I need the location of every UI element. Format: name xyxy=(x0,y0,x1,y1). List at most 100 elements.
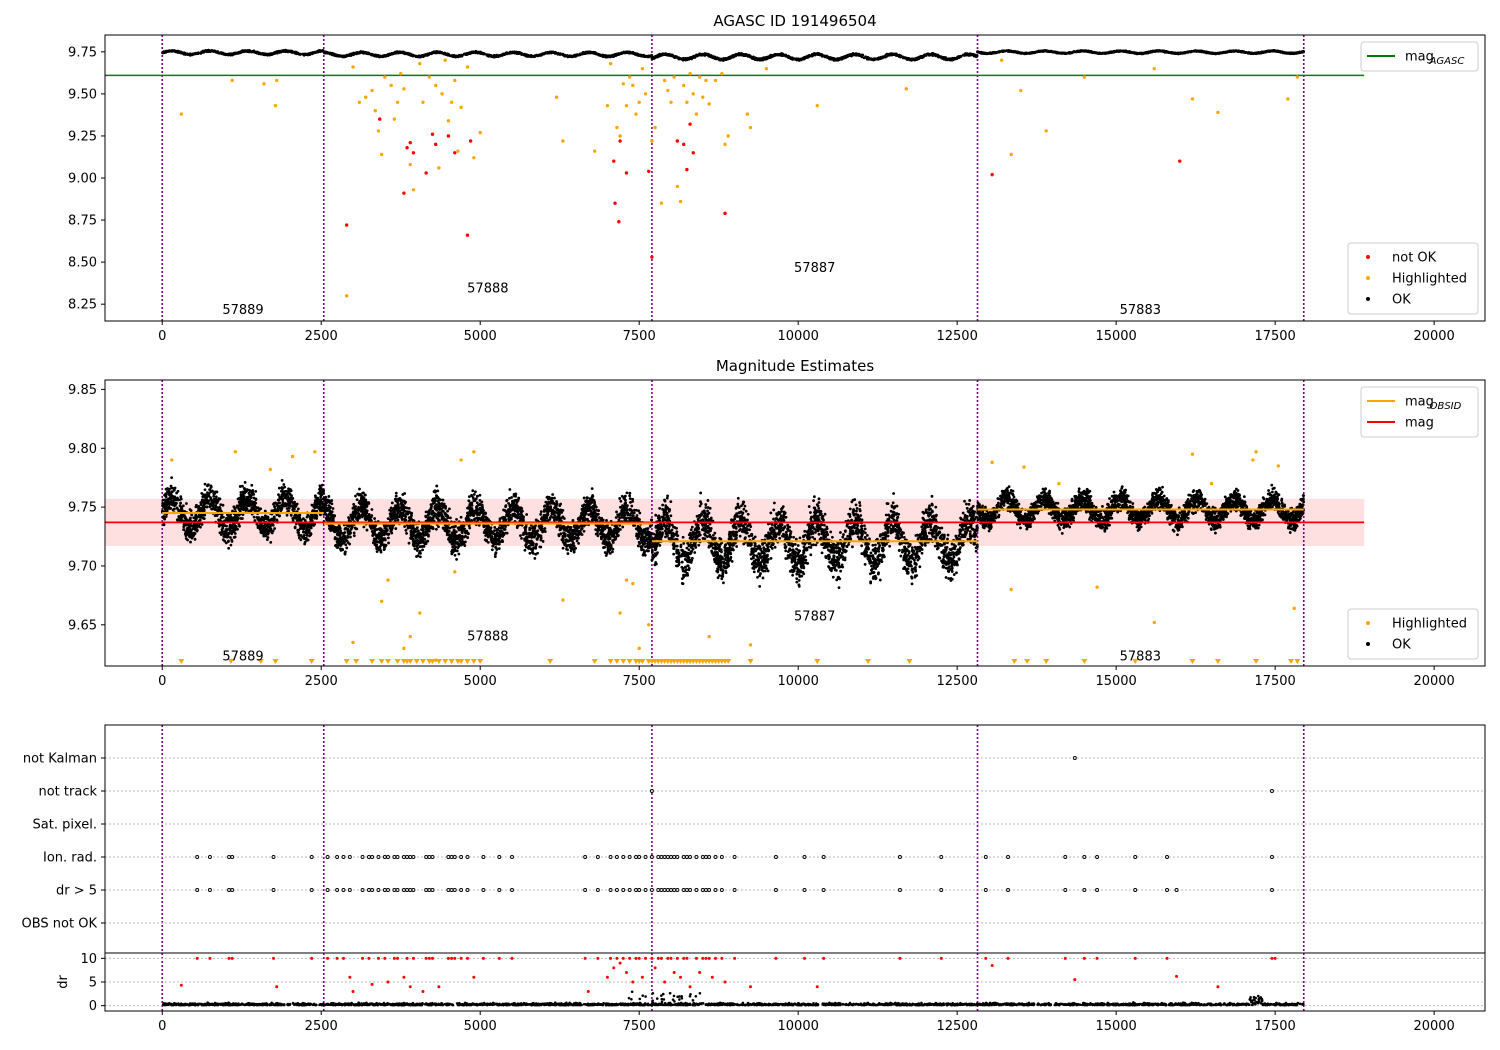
ok-point xyxy=(622,50,626,54)
ok-point xyxy=(296,528,300,532)
ok-point xyxy=(395,51,399,55)
data-point xyxy=(659,201,664,205)
ok-point xyxy=(1003,49,1007,53)
data-point xyxy=(764,66,769,71)
ok-point xyxy=(1183,51,1187,54)
data-point xyxy=(688,122,692,126)
data-point xyxy=(815,103,819,108)
ok-point xyxy=(628,50,632,54)
data-point xyxy=(691,92,695,96)
ok-point xyxy=(1045,49,1049,53)
ok-point xyxy=(206,49,209,53)
data-point xyxy=(1178,159,1182,163)
ok-point xyxy=(1016,51,1020,54)
ok-point xyxy=(286,49,290,53)
ok-point xyxy=(949,57,953,61)
ok-point xyxy=(1103,51,1107,55)
ok-point xyxy=(211,507,215,511)
ok-point xyxy=(601,54,605,57)
ok-point xyxy=(420,54,424,57)
ok-point xyxy=(264,514,267,518)
ok-point xyxy=(175,518,179,522)
agasc-panel: AGASC ID 191496504 578895788857887578830… xyxy=(68,12,1486,344)
ok-point xyxy=(580,52,584,56)
data-point xyxy=(720,71,724,76)
ok-point xyxy=(277,486,281,490)
ok-point xyxy=(184,53,188,56)
ok-point xyxy=(1190,49,1194,53)
ok-point xyxy=(179,501,182,505)
ok-point xyxy=(243,480,247,484)
ok-point xyxy=(774,53,778,56)
legend-swatch-dot xyxy=(1366,255,1370,259)
ok-point xyxy=(951,57,955,61)
data-point xyxy=(605,103,610,108)
ok-point xyxy=(982,52,986,55)
ok-point xyxy=(1035,50,1039,54)
not-ok-points xyxy=(344,117,1182,259)
ok-point xyxy=(217,497,221,500)
ok-point xyxy=(1030,51,1034,55)
ok-point xyxy=(222,535,226,538)
ok-point xyxy=(200,51,204,54)
ok-point xyxy=(1269,49,1272,53)
ok-point xyxy=(517,50,521,54)
ok-point xyxy=(729,55,733,59)
ok-point xyxy=(1142,51,1146,55)
ok-point xyxy=(251,49,255,53)
data-point xyxy=(262,82,266,86)
data-point xyxy=(726,134,730,138)
data-point xyxy=(424,171,428,175)
ok-point xyxy=(686,57,690,61)
ok-point xyxy=(227,532,231,535)
data-point xyxy=(990,172,994,177)
ok-point xyxy=(273,50,277,54)
ok-point xyxy=(553,51,556,54)
magnitude-estimates-panel: Magnitude Estimates 57889578885788757883… xyxy=(68,357,1486,689)
data-point xyxy=(624,171,629,175)
ok-point xyxy=(739,52,743,56)
ok-point xyxy=(713,55,717,59)
data-point xyxy=(662,78,667,83)
data-point xyxy=(392,117,397,121)
ok-point xyxy=(816,52,820,56)
ok-point xyxy=(306,538,310,542)
ok-point xyxy=(361,51,365,55)
ok-point xyxy=(802,57,806,60)
ok-point xyxy=(259,52,262,56)
data-point xyxy=(631,83,635,88)
data-point xyxy=(999,58,1004,62)
data-point xyxy=(402,87,406,91)
ok-point xyxy=(243,49,247,52)
data-point xyxy=(1286,97,1290,101)
ok-point xyxy=(978,51,982,54)
y-tick-label: 8.75 xyxy=(68,214,97,229)
ok-point xyxy=(388,52,392,56)
ok-point xyxy=(219,51,223,54)
ok-point xyxy=(559,52,563,56)
ok-point xyxy=(257,518,261,522)
data-point xyxy=(468,139,473,143)
ok-point xyxy=(365,52,368,55)
ok-point xyxy=(779,52,783,56)
ok-point xyxy=(761,57,765,61)
ok-point xyxy=(1008,49,1012,53)
ok-point xyxy=(828,57,831,61)
y-tick-label: 9.00 xyxy=(68,172,97,187)
data-point xyxy=(408,162,412,167)
ok-point xyxy=(549,50,553,54)
ok-point xyxy=(1132,51,1136,55)
ok-point xyxy=(453,54,457,58)
data-point xyxy=(561,139,565,143)
ok-point xyxy=(838,57,841,60)
ok-point xyxy=(285,513,289,517)
ok-point xyxy=(1194,49,1197,52)
ok-point xyxy=(270,509,274,513)
ok-point xyxy=(332,52,335,56)
data-point xyxy=(411,188,416,192)
ok-point xyxy=(170,49,174,53)
panel-title-magnitude-estimates: Magnitude Estimates xyxy=(716,357,874,375)
ok-point xyxy=(997,50,1001,54)
data-point xyxy=(273,103,278,108)
